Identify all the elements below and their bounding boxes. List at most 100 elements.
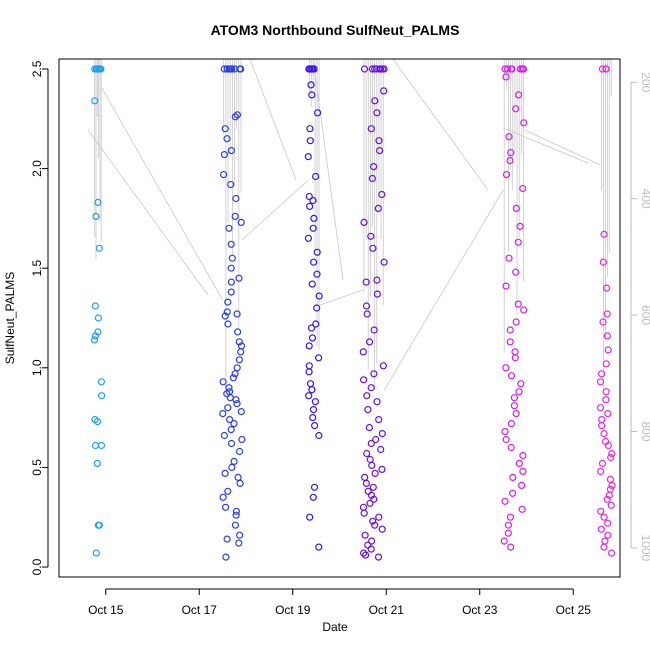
y2-tick-label: 800 <box>639 421 650 441</box>
data-point <box>511 354 519 362</box>
data-point <box>315 431 323 440</box>
data-point <box>220 431 228 440</box>
data-point <box>608 481 616 489</box>
data-point <box>515 459 523 467</box>
data-point <box>607 453 615 462</box>
data-point <box>367 439 375 448</box>
data-point <box>597 507 605 515</box>
data-point <box>512 105 520 113</box>
data-point <box>231 212 239 220</box>
data-point <box>308 91 316 99</box>
data-point <box>232 194 240 203</box>
data-point <box>308 386 316 394</box>
data-point <box>310 483 319 491</box>
data-point <box>315 354 323 362</box>
data-point <box>237 408 245 416</box>
data-point <box>235 338 243 346</box>
data-point <box>361 473 369 481</box>
data-point <box>373 290 381 298</box>
data-point <box>602 360 610 368</box>
data-point <box>603 332 612 340</box>
data-point <box>304 234 312 242</box>
data-point <box>596 378 605 386</box>
data-point <box>366 338 374 346</box>
data-point <box>504 529 512 537</box>
data-point <box>598 459 607 467</box>
y-tick-label: 2.5 <box>30 60 44 77</box>
data-point <box>364 406 372 414</box>
x-tick-label: Oct 19 <box>275 603 311 617</box>
data-point <box>308 280 316 288</box>
data-point <box>520 119 528 127</box>
data-point <box>308 334 317 342</box>
data-point <box>371 97 379 105</box>
data-point <box>224 487 232 495</box>
data-point <box>230 457 238 465</box>
data-point <box>227 180 235 189</box>
data-point <box>370 163 378 171</box>
data-point <box>367 545 375 553</box>
data-point <box>506 513 515 521</box>
data-point <box>220 171 228 179</box>
data-point <box>520 306 528 314</box>
y-tick-label: 0.0 <box>30 558 44 575</box>
data-point <box>306 202 314 210</box>
data-point <box>512 268 520 276</box>
data-point <box>376 147 384 155</box>
data-point <box>305 392 313 400</box>
data-point <box>227 439 236 448</box>
data-point <box>360 549 368 557</box>
data-point <box>219 378 227 386</box>
y-tick-label: 2.0 <box>30 160 44 177</box>
data-point <box>517 481 526 489</box>
data-point <box>308 65 317 73</box>
data-point <box>314 109 322 117</box>
data-point <box>237 218 245 226</box>
data-point <box>306 137 314 145</box>
data-point <box>309 493 317 501</box>
x-tick-label: Oct 21 <box>369 603 405 617</box>
plot-frame <box>58 58 621 578</box>
data-point <box>506 338 514 346</box>
data-point <box>362 302 371 310</box>
data-point <box>371 469 379 477</box>
data-point <box>225 384 233 392</box>
data-point <box>607 501 615 509</box>
data-point <box>374 204 382 212</box>
data-point <box>600 230 608 238</box>
data-point <box>600 543 608 551</box>
data-point <box>221 125 229 133</box>
y2-tick-label: 400 <box>639 189 650 209</box>
data-point <box>506 326 514 334</box>
data-point <box>95 521 103 529</box>
data-point <box>502 282 510 290</box>
y-tick-label: 0.5 <box>30 459 44 476</box>
data-point <box>97 392 106 400</box>
data-point <box>233 364 241 372</box>
data-point <box>518 505 526 513</box>
data-point <box>362 479 370 487</box>
data-point <box>227 426 235 434</box>
data-point <box>233 310 241 318</box>
data-point <box>377 445 385 454</box>
data-point <box>311 398 319 406</box>
data-point <box>502 364 510 372</box>
data-point <box>91 441 100 450</box>
data-point <box>233 400 241 408</box>
data-point <box>234 473 242 481</box>
data-point <box>238 435 246 444</box>
transit-line <box>319 289 364 306</box>
data-point <box>226 394 234 402</box>
data-point <box>366 499 374 507</box>
data-point <box>222 553 230 561</box>
data-point <box>224 298 232 306</box>
data-point <box>305 362 313 370</box>
data-point <box>368 65 376 73</box>
data-point <box>600 430 608 438</box>
x-axis-label: Date <box>322 620 348 634</box>
data-point <box>223 308 231 316</box>
data-point <box>604 519 612 527</box>
data-point <box>367 125 375 133</box>
data-point <box>312 320 320 328</box>
data-point <box>360 509 368 517</box>
